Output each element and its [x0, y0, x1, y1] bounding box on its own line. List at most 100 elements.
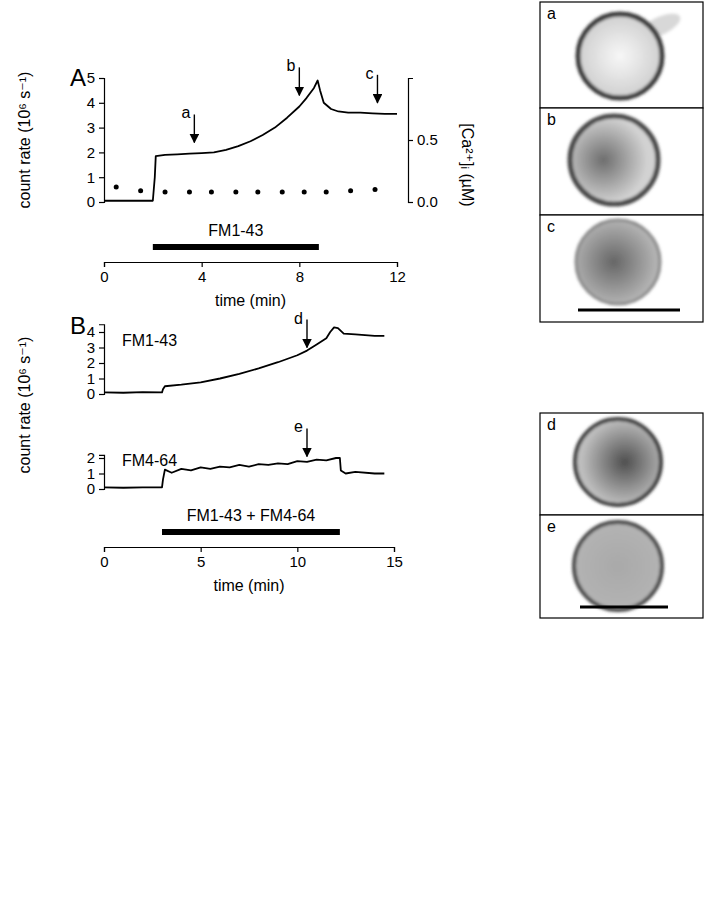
tick-mark — [104, 547, 105, 552]
x-axis-title: time (min) — [213, 577, 284, 594]
micrograph: e — [540, 515, 703, 618]
tick-mark — [397, 262, 398, 267]
tick-label: 12 — [389, 268, 406, 285]
tick-mark — [99, 128, 104, 129]
tick: 15 — [386, 547, 403, 570]
application-label: FM1-43 — [208, 222, 263, 239]
plot-area — [104, 80, 397, 200]
tick: 3 — [87, 339, 104, 356]
micrograph-frame — [540, 515, 703, 618]
tick: 4 — [87, 323, 104, 340]
tick-label: 0 — [87, 480, 95, 497]
micrograph-frame — [540, 108, 703, 215]
tick-label: 3 — [87, 339, 95, 356]
tick-mark — [99, 473, 104, 474]
micrograph: a — [540, 2, 703, 108]
arrow-label: a — [181, 104, 190, 121]
cell — [574, 522, 662, 610]
x-axis-title: time (min) — [215, 292, 286, 309]
micrograph-label: e — [547, 518, 556, 535]
arrow — [299, 67, 300, 95]
micrograph: b — [540, 108, 703, 215]
tick-label: 0 — [100, 553, 108, 570]
application-label: FM1-43 + FM4-64 — [187, 507, 316, 524]
y2-axis: 0.00.5 — [408, 79, 438, 211]
tick-mark — [99, 177, 104, 178]
tick-mark — [99, 152, 104, 153]
data-point — [280, 190, 285, 195]
axis-line — [99, 79, 105, 203]
y-axis: 012345 — [87, 69, 105, 210]
tick-mark — [99, 103, 104, 104]
tick: 2 — [87, 449, 104, 466]
tick-label: 2 — [87, 354, 95, 371]
micrograph-frame — [540, 2, 703, 108]
y2-axis-title: [Ca²⁺]ᵢ (µM) — [459, 123, 476, 206]
arrow-label: b — [286, 57, 295, 74]
tick-label: 10 — [289, 553, 306, 570]
chart: 012051015time (min)FM4-64FM1-43 + FM4-64… — [87, 418, 403, 594]
axis-line — [105, 548, 395, 553]
y-axis-title: count rate (10⁶ s⁻¹) — [16, 337, 33, 474]
series-label: FM4-64 — [122, 452, 177, 469]
data-point — [114, 185, 119, 190]
micrograph-frame — [540, 215, 703, 322]
tick-mark — [99, 458, 104, 459]
tick-mark — [299, 262, 300, 267]
data-point — [348, 188, 353, 193]
tick-label: 1 — [87, 465, 95, 482]
data-point — [373, 187, 378, 192]
arrow — [377, 75, 378, 103]
arrow-label: c — [365, 65, 373, 82]
tick-mark — [394, 547, 395, 552]
tick-label: 3 — [87, 119, 95, 136]
tick-label: 5 — [87, 69, 95, 86]
tick-mark — [408, 202, 413, 203]
tick-mark — [99, 378, 104, 379]
tick: 2 — [87, 144, 104, 161]
axis-line — [105, 263, 398, 268]
arrow-label: d — [294, 310, 303, 327]
tick-label: 5 — [197, 553, 205, 570]
tick: 5 — [87, 69, 104, 86]
figure: 012345048120.00.5time (min)count rate (1… — [0, 0, 708, 899]
scale-bar — [580, 606, 668, 609]
series-label: FM1-43 — [122, 332, 177, 349]
tick-label: 2 — [87, 144, 95, 161]
tick-mark — [408, 140, 413, 141]
y-axis: 01234 — [87, 323, 105, 402]
tick: 1 — [87, 169, 104, 186]
tick-mark — [99, 347, 104, 348]
micrograph-label: c — [547, 218, 555, 235]
axis-line — [99, 455, 105, 489]
tick-label: 1 — [87, 370, 95, 387]
tick: 12 — [389, 262, 406, 285]
micrograph: d — [540, 413, 703, 515]
data-line — [104, 327, 384, 392]
micrograph-label: b — [547, 111, 556, 128]
tick-label: 0 — [87, 385, 95, 402]
plot-area — [104, 327, 384, 392]
tick: 0 — [100, 547, 108, 570]
tick: 3 — [87, 119, 104, 136]
arrow-label: e — [294, 418, 303, 435]
panel-label: A — [70, 64, 86, 91]
tick-mark — [99, 202, 104, 203]
tick-mark — [104, 262, 105, 267]
data-point — [187, 190, 192, 195]
tick-label: 0.0 — [417, 193, 438, 210]
tick: 0 — [100, 262, 108, 285]
tick-mark — [99, 394, 104, 395]
chart: 01234count rate (10⁶ s⁻¹)BFM1-43d — [16, 310, 384, 474]
cell — [575, 419, 661, 505]
arrow — [306, 428, 307, 456]
tick: 10 — [289, 547, 306, 570]
tick-label: 4 — [198, 268, 206, 285]
tick-label: 4 — [87, 323, 95, 340]
data-point — [302, 190, 307, 195]
tick: 4 — [87, 94, 104, 111]
tick: 0 — [87, 385, 104, 402]
tick-mark — [201, 547, 202, 552]
tick-mark — [99, 363, 104, 364]
micrograph: c — [540, 215, 703, 322]
